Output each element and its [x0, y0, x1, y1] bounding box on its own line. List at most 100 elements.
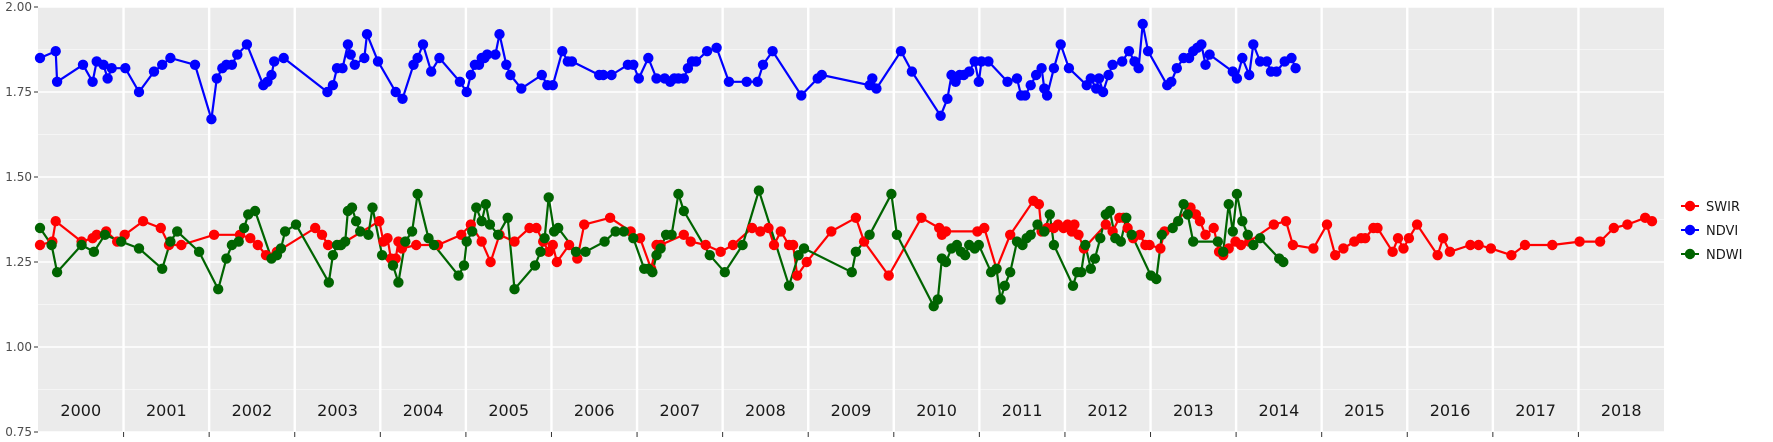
swir-data-point	[1372, 222, 1383, 234]
ndwi-data-point	[76, 239, 87, 251]
y-tick-label: 1.25	[5, 255, 32, 269]
ndwi-data-point	[678, 205, 689, 217]
swir-data-point	[1338, 243, 1349, 254]
ndwi-data-point	[502, 212, 513, 223]
y-axis: 0.75 1.00 1.25 1.50 1.75 2.00	[5, 0, 1579, 439]
ndvi-data-point	[1048, 62, 1060, 74]
year-label: 2004	[403, 401, 444, 420]
swir-data-point	[1144, 239, 1155, 251]
ndvi-data-point	[454, 76, 466, 88]
swir-data-point	[775, 226, 786, 237]
swir-data-point	[50, 216, 61, 227]
ndvi-data-point	[1123, 46, 1135, 57]
ndwi-data-point	[798, 243, 810, 254]
ndvi-data-point	[1025, 80, 1036, 91]
ndwi-data-point	[213, 284, 224, 295]
ndvi-data-point	[278, 52, 289, 64]
ndwi-data-point	[99, 229, 111, 240]
ndvi-data-point	[1237, 52, 1248, 64]
ndwi-data-point	[846, 267, 857, 278]
swir-data-point	[485, 256, 496, 268]
ndvi-data-point	[895, 46, 907, 57]
ndwi-data-point	[1173, 216, 1184, 227]
swir-data-point	[1235, 239, 1247, 251]
ndvi-data-point	[752, 76, 763, 88]
ndvi-data-point	[337, 62, 348, 74]
swir-data-point	[685, 236, 696, 247]
ndvi-data-point	[566, 56, 578, 67]
swir-data-point	[850, 212, 862, 223]
swir-data-point	[1280, 216, 1292, 227]
ndwi-data-point	[673, 188, 684, 200]
ndvi-data-point	[232, 49, 243, 60]
ndvi-data-point	[349, 59, 360, 70]
ndvi-data-point	[1196, 39, 1207, 50]
ndwi-data-point	[543, 192, 554, 203]
ndvi-data-point	[226, 59, 238, 70]
ndvi-data-point	[102, 73, 113, 84]
ndwi-data-point	[1188, 236, 1199, 247]
ndvi-data-point	[1097, 86, 1109, 98]
swir-data-point	[801, 256, 812, 268]
swir-data-point	[1360, 233, 1371, 244]
swir-data-point	[1432, 250, 1443, 261]
ndvi-data-point	[206, 114, 217, 125]
ndwi-data-point	[1278, 256, 1289, 268]
year-label: 2010	[916, 401, 957, 420]
ndwi-data-point	[428, 239, 440, 251]
ndwi-data-point	[1242, 229, 1254, 240]
ndwi-data-point	[279, 226, 291, 237]
ndvi-data-point	[606, 69, 617, 81]
ndvi-data-point	[906, 66, 918, 77]
ndwi-data-point	[719, 267, 730, 278]
ndvi-data-point	[628, 59, 639, 70]
ndwi-data-point	[172, 226, 183, 237]
ndwi-data-point	[1182, 209, 1193, 220]
ndvi-data-point	[935, 110, 946, 122]
ndvi-data-point	[1231, 73, 1243, 84]
swir-data-point	[137, 216, 149, 227]
ndwi-data-point	[940, 256, 952, 268]
year-labels: 2000 2001 2002 2003 2004 2005 2006 2007 2008 2009…	[60, 401, 1641, 420]
ndvi-data-point	[1271, 66, 1282, 77]
ndvi-data-point	[412, 52, 423, 64]
swir-data-point	[547, 239, 558, 251]
swir-data-point	[1594, 236, 1606, 247]
ndwi-data-point	[539, 233, 550, 244]
ndwi-data-point	[509, 284, 520, 295]
year-label: 2015	[1344, 401, 1385, 420]
ndvi-data-point	[501, 59, 512, 70]
ndvi-data-point	[1166, 76, 1177, 88]
ndvi-data-point	[557, 46, 568, 57]
swir-data-point	[979, 222, 990, 234]
ndvi-data-point	[690, 56, 702, 67]
ndwi-data-point	[376, 250, 388, 261]
ndwi-data-point	[393, 277, 404, 288]
legend-label-ndwi: NDWI	[1706, 248, 1742, 263]
ndwi-data-point	[238, 222, 250, 234]
ndwi-data-point	[346, 202, 358, 213]
ndvi-data-point	[34, 52, 46, 64]
ndwi-data-point	[387, 260, 399, 271]
ndwi-data-point	[88, 246, 100, 257]
ndwi-data-point	[1218, 246, 1229, 257]
ndvi-data-point	[767, 46, 778, 57]
ndvi-data-point	[516, 83, 527, 94]
ndvi-data-point	[1019, 90, 1031, 101]
ndwi-data-point	[290, 219, 302, 230]
ndwi-data-point	[850, 246, 862, 257]
ndwi-data-point	[628, 233, 639, 244]
ndwi-data-point	[458, 260, 470, 271]
year-label: 2005	[488, 401, 529, 420]
swir-data-point	[1069, 219, 1080, 230]
ndwi-data-point	[973, 239, 984, 251]
swir-data-point	[763, 222, 774, 234]
ndwi-data-point	[1076, 267, 1087, 278]
ndvi-data-point	[1055, 39, 1066, 50]
ndvi-data-point	[133, 86, 145, 98]
swir-data-point	[91, 229, 102, 240]
swir-data-point	[531, 222, 542, 234]
ndwi-data-point	[249, 205, 261, 217]
swir-data-point	[715, 246, 726, 257]
ndvi-data-point	[547, 80, 558, 91]
